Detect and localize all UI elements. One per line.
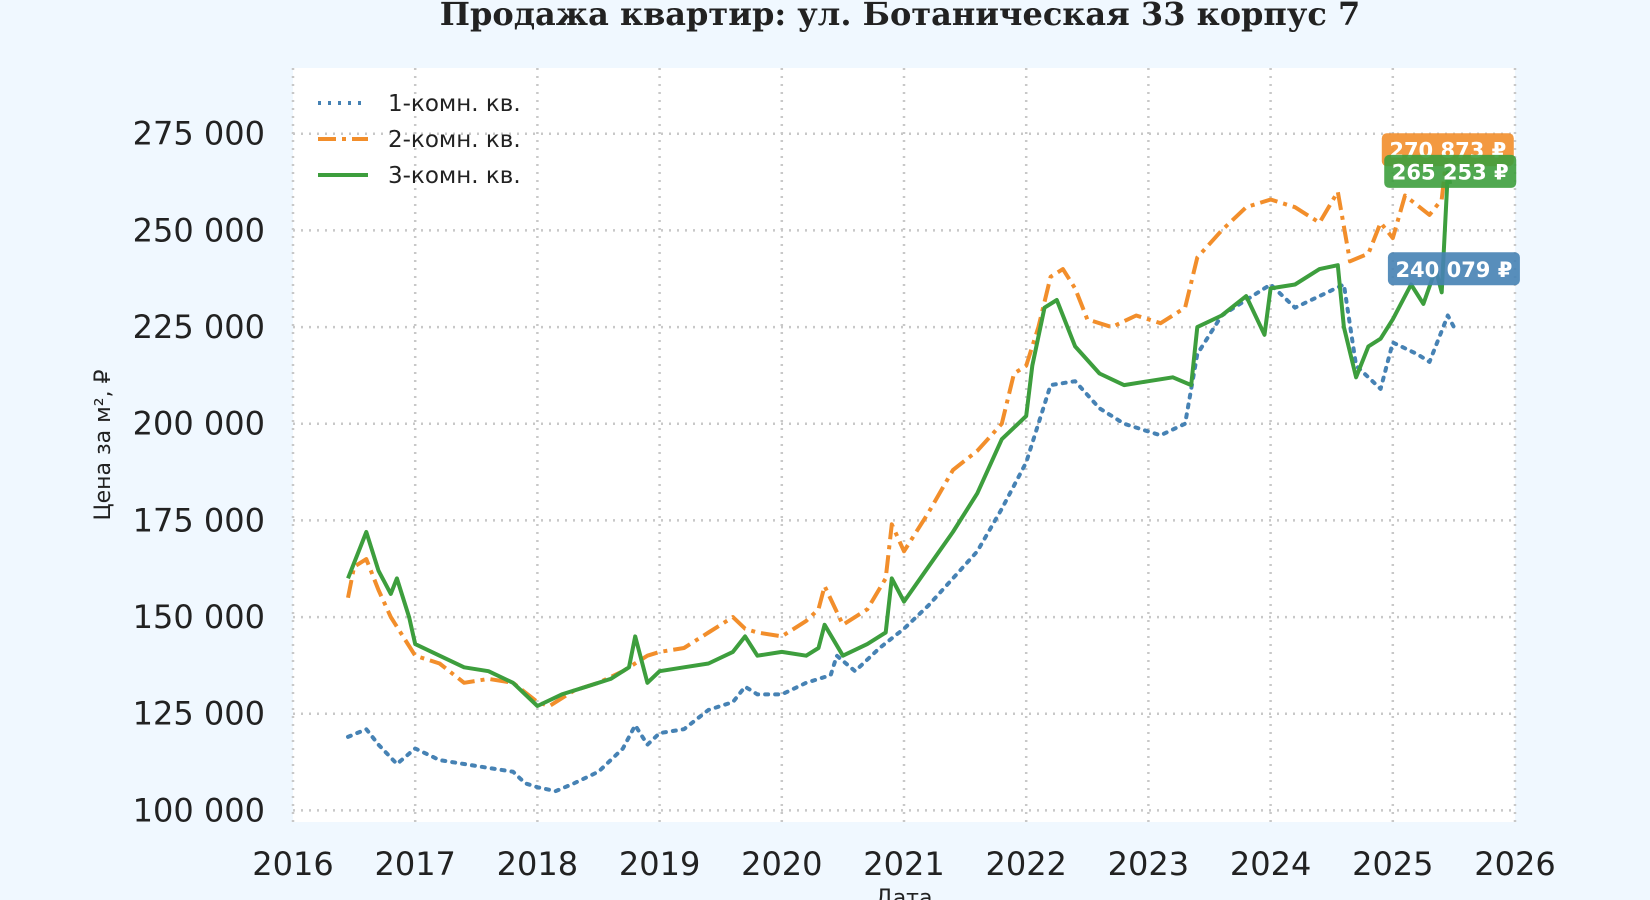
series-lines [346,145,1456,794]
x-tick-label: 2024 [1230,845,1311,883]
legend-label: 2-комн. кв. [388,127,521,153]
x-tick-label: 2023 [1108,845,1189,883]
y-tick-label: 100 000 [133,791,265,829]
series-line [346,170,1453,708]
y-tick-label: 200 000 [133,405,265,443]
y-tick-label: 175 000 [133,501,265,539]
last-value-badge [1387,252,1520,286]
legend-label: 3-комн. кв. [388,163,521,189]
last-value-badges: 240 079 ₽270 873 ₽265 253 ₽ [1381,133,1520,286]
x-tick-label: 2017 [374,845,455,883]
y-tick-label: 225 000 [133,308,265,346]
last-value-badge [1384,154,1517,188]
x-tick-label: 2026 [1474,845,1555,883]
x-axis-label: Дата [876,886,933,900]
y-tick-label: 250 000 [133,211,265,249]
y-tick-label: 275 000 [133,115,265,153]
y-tick-label: 150 000 [133,598,265,636]
x-axis-ticks: 2016 2017 2018 2019 2020 2021 2022 2023 2024 2025… [252,845,1555,883]
last-value-label: 265 253 ₽ [1392,160,1509,184]
y-tick-label: 125 000 [133,695,265,733]
chart-title: Продажа квартир: ул. Ботаническая 33 кор… [440,0,1360,33]
x-tick-label: 2020 [741,845,822,883]
legend: 1-комн. кв. 2-комн. кв. 3-комн. кв. [318,91,521,189]
y-axis-ticks: 100 000 125 000 150 000 175 000 200 000 225 0… [133,115,265,830]
legend-label: 1-комн. кв. [388,91,521,117]
x-tick-label: 2025 [1352,845,1433,883]
x-tick-label: 2016 [252,845,333,883]
grid [291,68,1517,822]
last-value-label: 240 079 ₽ [1395,258,1512,282]
x-tick-label: 2022 [985,845,1066,883]
x-tick-label: 2019 [619,845,700,883]
series-line [346,282,1456,794]
y-axis-label: Цена за м², ₽ [91,369,116,520]
x-tick-label: 2021 [863,845,944,883]
x-tick-label: 2018 [497,845,578,883]
